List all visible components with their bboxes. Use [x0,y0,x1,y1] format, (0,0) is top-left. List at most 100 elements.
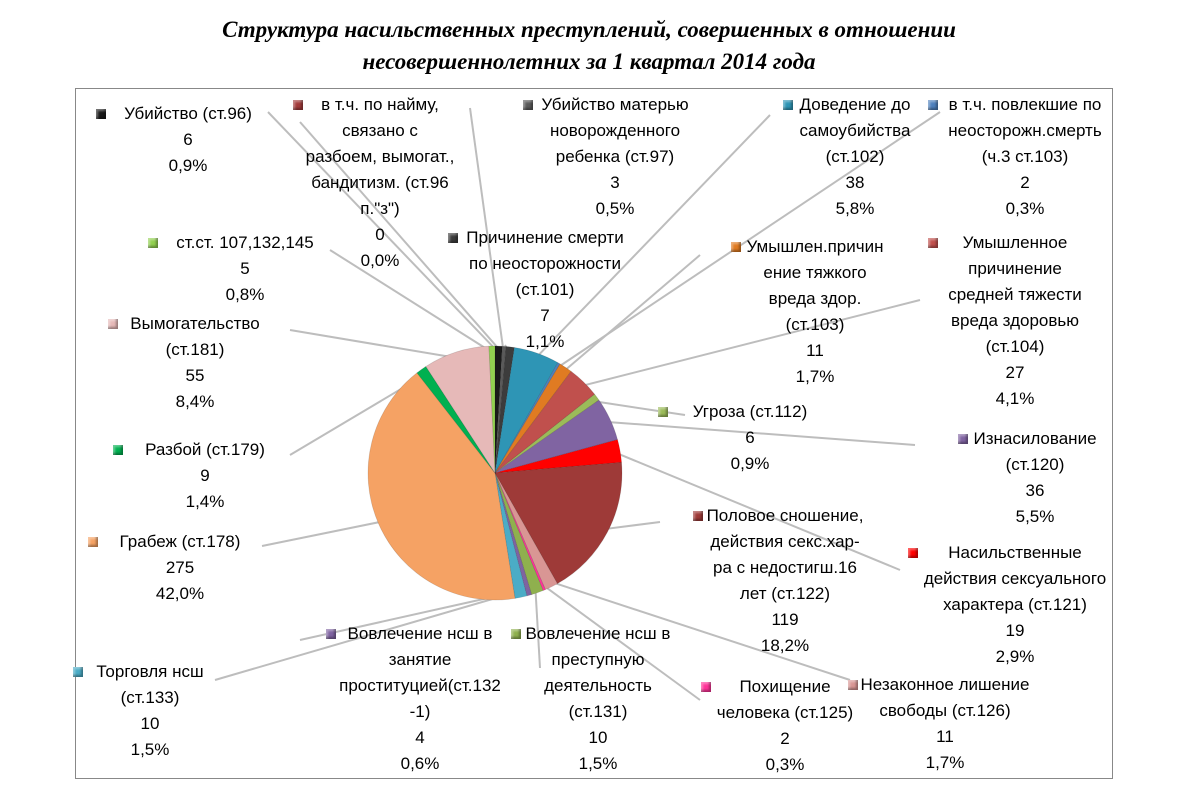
legend-marker [928,100,938,110]
data-label-label: Незаконное лишение свободы (ст.126) [860,675,1030,720]
data-label-percent: 1,4% [185,492,225,511]
chart-area [75,88,1113,779]
leader-line [534,586,541,669]
legend-marker [693,511,703,521]
chart-title: Структура насильственных преступлений, с… [0,14,1178,78]
leader-line [267,111,500,354]
legend-marker [523,100,533,110]
data-label: Угроза (ст.112) 6 0,9% [670,399,830,477]
legend-marker [783,100,793,110]
data-label: Причинение смерти по неосторожности (ст.… [460,225,630,355]
data-label-value: 10 [140,714,160,733]
data-label-percent: 0,3% [765,755,805,774]
leader-line [591,399,686,416]
leader-line [541,583,701,701]
data-label-value: 2 [1020,173,1030,192]
leader-line [578,299,921,388]
data-label: Половое сношение, действия секс.хар-ра с… [705,503,865,659]
legend-marker [848,680,858,690]
pie-slice [494,345,503,474]
legend-marker [700,682,711,692]
legend-marker [148,238,158,248]
pie-slice [494,399,618,474]
data-label-value: 38 [845,173,865,192]
data-label: Разбой (ст.179) 9 1,4% [125,437,285,515]
data-label-label: Торговля нсш (ст.133) [96,662,204,707]
data-label-label: ст.ст. 107,132,145 [176,233,314,252]
data-label-label: Угроза (ст.112) [692,402,808,421]
data-label: Торговля нсш (ст.133) 10 1,5% [85,659,215,763]
data-label-percent: 4,1% [995,389,1035,408]
leader-line [613,451,901,571]
leader-line [604,420,916,446]
leader-line [329,249,493,354]
data-label-label: Убийство матерью новорожденного ребенка … [541,95,689,166]
data-label-value: 275 [165,558,195,577]
pie-slice [494,472,546,591]
data-label-label: Вовлечение нсш в занятие проституцией(ст… [339,624,501,721]
data-label-percent: 0,3% [1005,199,1045,218]
data-label-value: 55 [185,366,205,385]
data-label-percent: 0,9% [730,454,770,473]
data-label-value: 6 [183,130,193,149]
legend-marker [96,109,106,119]
data-label-value: 5 [240,259,250,278]
leader-line [548,580,851,681]
data-label-percent: 1,5% [578,754,618,773]
data-label-label: Вымогательство (ст.181) [130,314,260,359]
pie-slice [425,345,496,475]
data-label-percent: 0,0% [360,251,400,270]
data-label: Доведение до самоубийства (ст.102) 38 5,8% [795,92,915,222]
legend-marker [658,407,668,417]
data-label-label: Изнасилование (ст.120) [973,429,1097,474]
data-label: Вовлечение нсш в преступную деятельность… [523,621,673,777]
data-label-label: Причинение смерти по неосторожности (ст.… [466,228,624,299]
pie-slice [416,365,496,474]
data-label-label: в т.ч. повлекшие по неосторожн.смерть (ч… [948,95,1102,166]
legend-marker [113,445,123,455]
leader-line [289,329,459,360]
data-label-value: 0 [375,225,385,244]
pie-slice [494,472,533,597]
data-label-value: 9 [200,466,210,485]
data-label-percent: 0,5% [595,199,635,218]
data-label-value: 119 [771,610,799,629]
legend-marker [928,238,938,248]
pie-slice [494,472,558,591]
data-label-label: Разбой (ст.179) [145,440,265,459]
data-label-percent: 1,7% [795,367,835,386]
data-label: Изнасилование (ст.120) 36 5,5% [970,426,1100,530]
leader-line [214,590,520,681]
leader-line [561,254,701,374]
data-label-value: 11 [806,341,824,360]
data-label-label: Умышленное причинение средней тяжести вр… [948,233,1082,356]
legend-marker [88,537,98,547]
data-label-label: Доведение до самоубийства (ст.102) [799,95,911,166]
data-label-value: 11 [936,727,954,746]
data-label-value: 27 [1005,363,1025,382]
legend-marker [908,548,918,558]
data-label: Убийство матерью новорожденного ребенка … [535,92,695,222]
data-label: Похищение человека (ст.125) 2 0,3% [713,674,858,778]
pie-slice [367,372,516,601]
data-label-value: 7 [540,306,550,325]
legend-marker [448,233,458,243]
data-label-percent: 8,4% [175,392,215,411]
data-label: в т.ч. по найму, связано с разбоем, вымо… [305,92,455,274]
data-label-percent: 0,9% [168,156,208,175]
pie-slice [494,472,528,599]
data-label: Убийство (ст.96) 6 0,9% [108,101,268,179]
data-label: Умышленное причинение средней тяжести вр… [940,230,1090,412]
pie-slice [488,345,496,474]
data-label-percent: 0,8% [225,285,265,304]
pie-slice [494,370,596,474]
data-label-value: 36 [1025,481,1045,500]
pie-slice [494,346,515,474]
leader-line [555,111,941,370]
leader-line [601,521,661,531]
data-label: Незаконное лишение свободы (ст.126) 11 1,7… [860,672,1030,776]
pie-slice [494,363,572,474]
data-label: Насильственные действия сексуального хар… [920,540,1110,670]
legend-marker [511,629,521,639]
